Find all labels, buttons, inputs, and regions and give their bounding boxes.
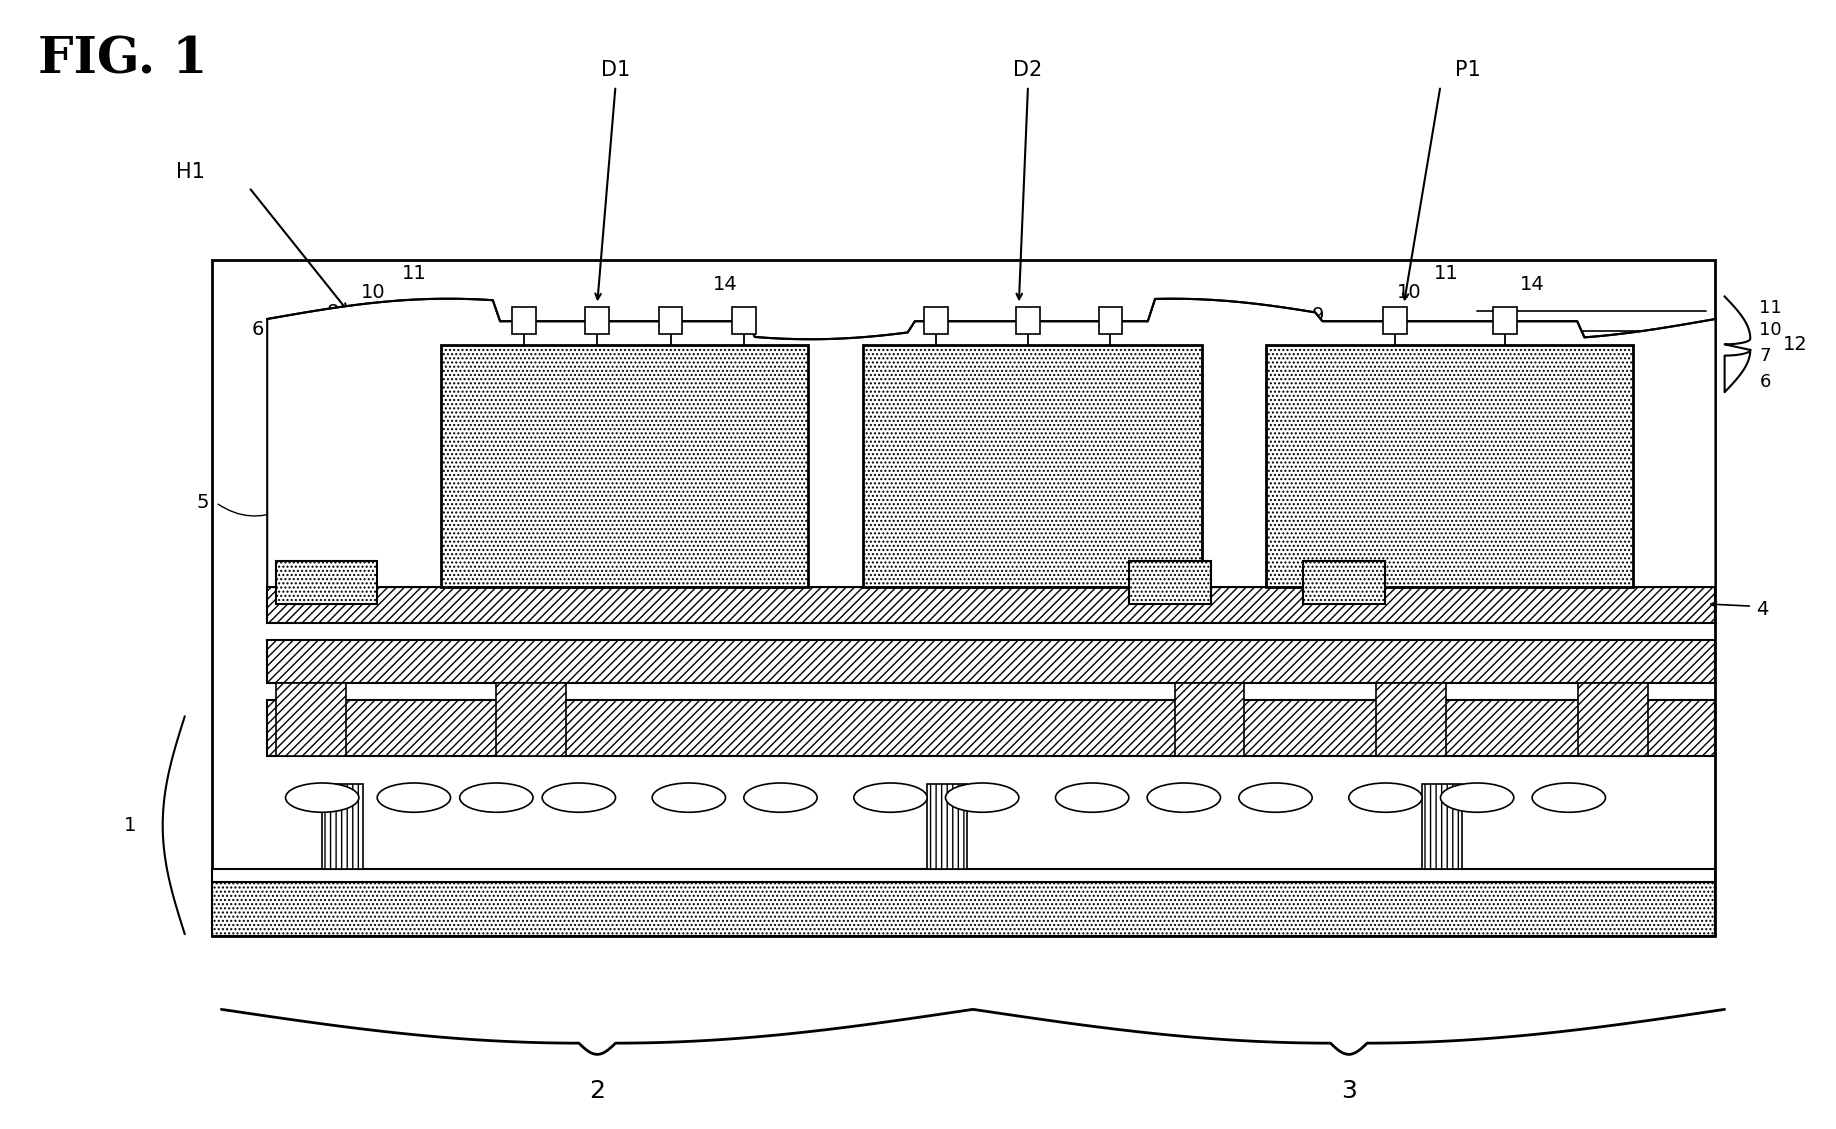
Text: 2: 2: [589, 1079, 606, 1103]
Text: D2: D2: [1013, 60, 1043, 80]
Bar: [1015, 307, 1039, 334]
Text: 14: 14: [1520, 275, 1544, 295]
Text: 4: 4: [1755, 599, 1768, 619]
Text: 7: 7: [1360, 321, 1373, 339]
Polygon shape: [268, 299, 1715, 587]
Bar: [924, 307, 947, 334]
Ellipse shape: [744, 784, 817, 812]
Text: 11: 11: [1759, 299, 1783, 317]
Ellipse shape: [652, 784, 725, 812]
Bar: [268, 640, 1715, 683]
Bar: [277, 561, 376, 604]
Bar: [659, 307, 683, 334]
Text: 5: 5: [196, 493, 209, 513]
Bar: [321, 785, 362, 868]
Bar: [1577, 683, 1647, 756]
Text: 10: 10: [1759, 322, 1783, 339]
Text: 7: 7: [294, 321, 307, 339]
Text: 14: 14: [712, 275, 738, 295]
Bar: [1493, 307, 1517, 334]
Text: 7: 7: [1759, 347, 1772, 365]
Bar: [1129, 561, 1212, 604]
Ellipse shape: [946, 784, 1019, 812]
Ellipse shape: [286, 784, 358, 812]
Bar: [496, 683, 565, 756]
Ellipse shape: [1056, 784, 1129, 812]
Bar: [512, 307, 536, 334]
Ellipse shape: [376, 784, 450, 812]
Bar: [1383, 307, 1406, 334]
Bar: [1267, 344, 1632, 587]
Bar: [441, 344, 808, 587]
Text: 6: 6: [252, 321, 264, 339]
Text: 12: 12: [1783, 335, 1808, 353]
Text: D1: D1: [600, 60, 630, 80]
Bar: [1175, 683, 1245, 756]
Ellipse shape: [1531, 784, 1605, 812]
Bar: [863, 344, 1203, 587]
Text: 6: 6: [1759, 373, 1772, 391]
Bar: [268, 700, 1715, 756]
Bar: [277, 683, 345, 756]
Bar: [1377, 683, 1447, 756]
Bar: [1423, 785, 1463, 868]
Ellipse shape: [1148, 784, 1221, 812]
Ellipse shape: [1349, 784, 1423, 812]
Text: 9: 9: [1311, 306, 1324, 325]
Text: 1: 1: [123, 816, 136, 834]
Text: 10: 10: [362, 283, 386, 303]
Ellipse shape: [542, 784, 615, 812]
Text: 13: 13: [1171, 321, 1197, 339]
Ellipse shape: [1441, 784, 1515, 812]
Text: H1: H1: [176, 161, 204, 182]
Bar: [1304, 561, 1386, 604]
Bar: [733, 307, 756, 334]
Ellipse shape: [459, 784, 532, 812]
Bar: [213, 882, 1715, 936]
Text: P1: P1: [1456, 60, 1482, 80]
Bar: [1098, 307, 1122, 334]
Ellipse shape: [854, 784, 927, 812]
Bar: [213, 261, 1715, 936]
Bar: [586, 307, 610, 334]
Ellipse shape: [1239, 784, 1313, 812]
Text: 11: 11: [1434, 264, 1458, 283]
Text: 11: 11: [402, 264, 426, 283]
Bar: [927, 785, 968, 868]
Text: FIG. 1: FIG. 1: [39, 35, 207, 85]
Text: 8: 8: [327, 304, 340, 323]
Bar: [213, 868, 1715, 882]
Bar: [268, 587, 1715, 623]
Text: 3: 3: [1340, 1079, 1357, 1103]
Text: 10: 10: [1397, 283, 1421, 303]
Text: 6: 6: [1324, 321, 1337, 339]
